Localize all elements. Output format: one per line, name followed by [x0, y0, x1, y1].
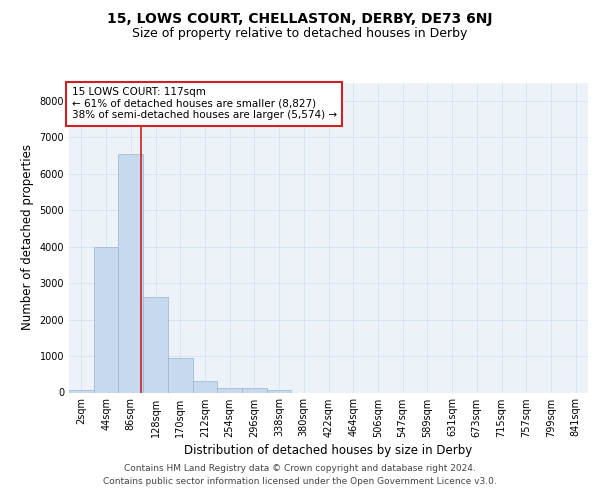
Bar — [94, 246, 118, 392]
Bar — [118, 154, 143, 392]
Text: Contains public sector information licensed under the Open Government Licence v3: Contains public sector information licen… — [103, 477, 497, 486]
Text: Size of property relative to detached houses in Derby: Size of property relative to detached ho… — [133, 28, 467, 40]
Y-axis label: Number of detached properties: Number of detached properties — [21, 144, 34, 330]
Bar — [217, 388, 242, 392]
Bar — [267, 390, 292, 392]
Bar — [69, 390, 94, 392]
Bar — [168, 358, 193, 392]
Bar — [143, 297, 168, 392]
Bar — [242, 388, 267, 392]
Text: 15, LOWS COURT, CHELLASTON, DERBY, DE73 6NJ: 15, LOWS COURT, CHELLASTON, DERBY, DE73 … — [107, 12, 493, 26]
Text: Contains HM Land Registry data © Crown copyright and database right 2024.: Contains HM Land Registry data © Crown c… — [124, 464, 476, 473]
X-axis label: Distribution of detached houses by size in Derby: Distribution of detached houses by size … — [184, 444, 473, 457]
Text: 15 LOWS COURT: 117sqm
← 61% of detached houses are smaller (8,827)
38% of semi-d: 15 LOWS COURT: 117sqm ← 61% of detached … — [71, 87, 337, 120]
Bar — [193, 381, 217, 392]
